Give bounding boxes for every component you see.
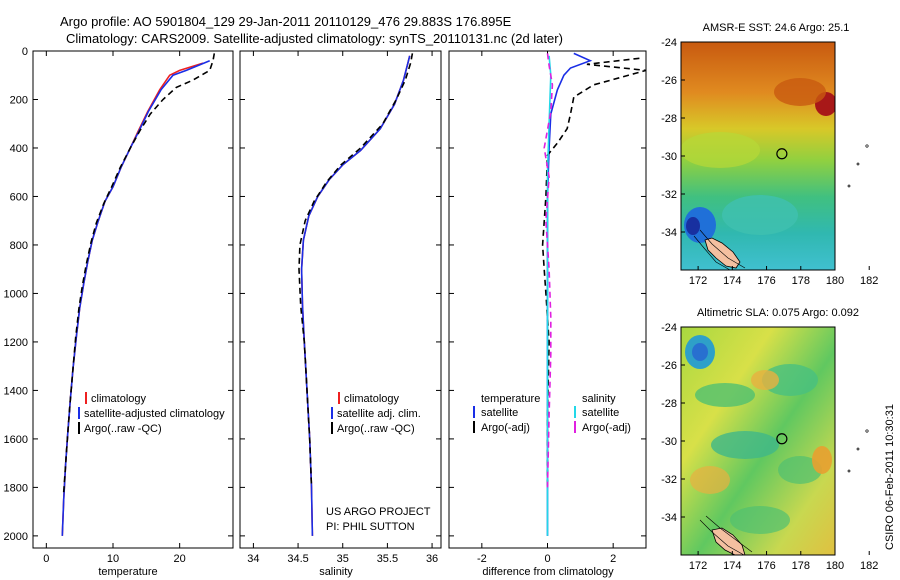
sla-map-panel: Altimetric SLA: 0.075 Argo: 0.092 172 174… <box>661 307 878 572</box>
legend-entry-temp-satellite: satellite <box>481 407 518 419</box>
y-tick-label: 1400 <box>4 385 28 397</box>
map-x-tick-label: 176 <box>757 560 775 572</box>
y-tick-label: 400 <box>10 143 28 155</box>
map-y-tick-label: -28 <box>661 398 677 410</box>
x-tick-label: 0 <box>43 553 49 565</box>
map-y-tick-label: -34 <box>661 512 677 524</box>
legend-title-salinity: salinity <box>582 393 616 405</box>
y-tick-label: 200 <box>10 94 28 106</box>
footer-timestamp: CSIRO 06-Feb-2011 10:30:31 <box>884 404 896 550</box>
legend-title-temperature: temperature <box>481 393 540 405</box>
x-tick-label: 35 <box>337 553 349 565</box>
island-dots <box>847 144 869 188</box>
land-shape <box>711 527 746 555</box>
map-x-tick-label: 176 <box>757 275 775 287</box>
map-x-tick-label: 182 <box>860 560 878 572</box>
sla-map-title: Altimetric SLA: 0.075 Argo: 0.092 <box>697 307 859 319</box>
map-x-tick-label: 178 <box>792 275 810 287</box>
map-x-tick-label: 174 <box>723 275 741 287</box>
y-tick-label: 0 <box>22 46 28 58</box>
salinity-legend: climatology satellite adj. clim. Argo(..… <box>331 392 421 435</box>
y-tick-label: 600 <box>10 191 28 203</box>
map-x-tick-label: 172 <box>689 560 707 572</box>
map-x-tick-label: 178 <box>792 560 810 572</box>
y-tick-label: 1000 <box>4 288 28 300</box>
sst-map-title: AMSR-E SST: 24.6 Argo: 25.1 <box>703 22 850 34</box>
y-tick-label: 1800 <box>4 482 28 494</box>
sst-map-field <box>681 42 835 270</box>
map-x-tick-label: 182 <box>860 275 878 287</box>
island-dots <box>847 429 869 473</box>
y-tick-label: 1600 <box>4 434 28 446</box>
x-tick-label: 0 <box>544 553 550 565</box>
series-line-argo-raw-qc- <box>62 53 216 493</box>
map-y-tick-label: -26 <box>661 75 677 87</box>
salinity-axis-label: salinity <box>319 566 353 578</box>
salinity-panel: 34 34.5 35 35.5 36 salinity climatology sate… <box>239 50 442 578</box>
difference-legend: temperature satellite Argo(-adj) salinit… <box>473 393 631 434</box>
legend-entry-satellite: satellite-adjusted climatology <box>84 408 225 420</box>
series-line-satellite-adj-clim- <box>300 55 411 536</box>
sst-map-panel: AMSR-E SST: 24.6 Argo: 25.1 172 174 176 178… <box>661 22 878 287</box>
series-line-climatology <box>61 62 204 536</box>
map-x-tick-label: 180 <box>826 560 844 572</box>
y-tick-label: 800 <box>10 240 28 252</box>
temperature-legend: climatology satellite-adjusted climatolo… <box>78 392 225 435</box>
map-y-tick-label: -34 <box>661 227 677 239</box>
legend-entry-argo: Argo(..raw -QC) <box>337 423 415 435</box>
series-line-climatology <box>300 55 411 536</box>
y-tick-label: 2000 <box>4 531 28 543</box>
map-y-tick-label: -26 <box>661 360 677 372</box>
difference-panel: -2 0 2 difference from climatology tempera… <box>448 50 647 578</box>
x-tick-label: 2 <box>610 553 616 565</box>
series-line-argo-raw-qc- <box>298 53 414 488</box>
temperature-panel: 0 10 2002004006008001000120014001600180020… <box>4 46 234 578</box>
series-line-salinity-satellite <box>546 55 552 536</box>
map-y-tick-label: -30 <box>661 436 677 448</box>
argo-location-marker <box>776 148 788 160</box>
difference-axis-label: difference from climatology <box>482 566 614 578</box>
temperature-plot-frame <box>32 50 234 549</box>
salinity-plot-frame <box>239 50 442 549</box>
map-y-tick-label: -24 <box>661 37 677 49</box>
legend-entry-climatology: climatology <box>344 393 400 405</box>
argo-location-marker <box>776 433 788 445</box>
pi-label: PI: PHIL SUTTON <box>326 521 415 533</box>
legend-entry-sal-satellite: satellite <box>582 407 619 419</box>
map-x-tick-label: 172 <box>689 275 707 287</box>
series-line-salinity-argo-adj- <box>543 53 554 488</box>
figure-title-line2: Climatology: CARS2009. Satellite-adjuste… <box>66 31 563 46</box>
series-line-temperature-satellite <box>546 52 593 536</box>
map-x-tick-label: 180 <box>826 275 844 287</box>
sla-map-field <box>681 327 835 555</box>
map-x-tick-label: 174 <box>723 560 741 572</box>
legend-entry-sal-argo: Argo(-adj) <box>582 422 631 434</box>
x-tick-label: 36 <box>426 553 438 565</box>
legend-entry-temp-argo: Argo(-adj) <box>481 422 530 434</box>
x-tick-label: 20 <box>174 553 186 565</box>
x-tick-label: 10 <box>107 553 119 565</box>
series-line-satellite-adjusted-climatology <box>61 59 211 536</box>
series-line-temperature-argo-adj- <box>541 57 647 488</box>
x-tick-label: 34.5 <box>287 553 308 565</box>
legend-entry-satellite: satellite adj. clim. <box>337 408 421 420</box>
x-tick-label: -2 <box>477 553 487 565</box>
map-y-tick-label: -30 <box>661 151 677 163</box>
map-y-tick-label: -24 <box>661 322 677 334</box>
y-tick-label: 1200 <box>4 337 28 349</box>
project-label: US ARGO PROJECT <box>326 506 431 518</box>
figure-title-line1: Argo profile: AO 5901804_129 29-Jan-2011… <box>60 14 512 29</box>
map-y-tick-label: -28 <box>661 113 677 125</box>
x-tick-label: 34 <box>247 553 259 565</box>
map-y-tick-label: -32 <box>661 189 677 201</box>
temperature-axis-label: temperature <box>98 566 157 578</box>
legend-entry-climatology: climatology <box>91 393 147 405</box>
x-tick-label: 35.5 <box>377 553 398 565</box>
map-y-tick-label: -32 <box>661 474 677 486</box>
legend-entry-argo: Argo(..raw -QC) <box>84 423 162 435</box>
